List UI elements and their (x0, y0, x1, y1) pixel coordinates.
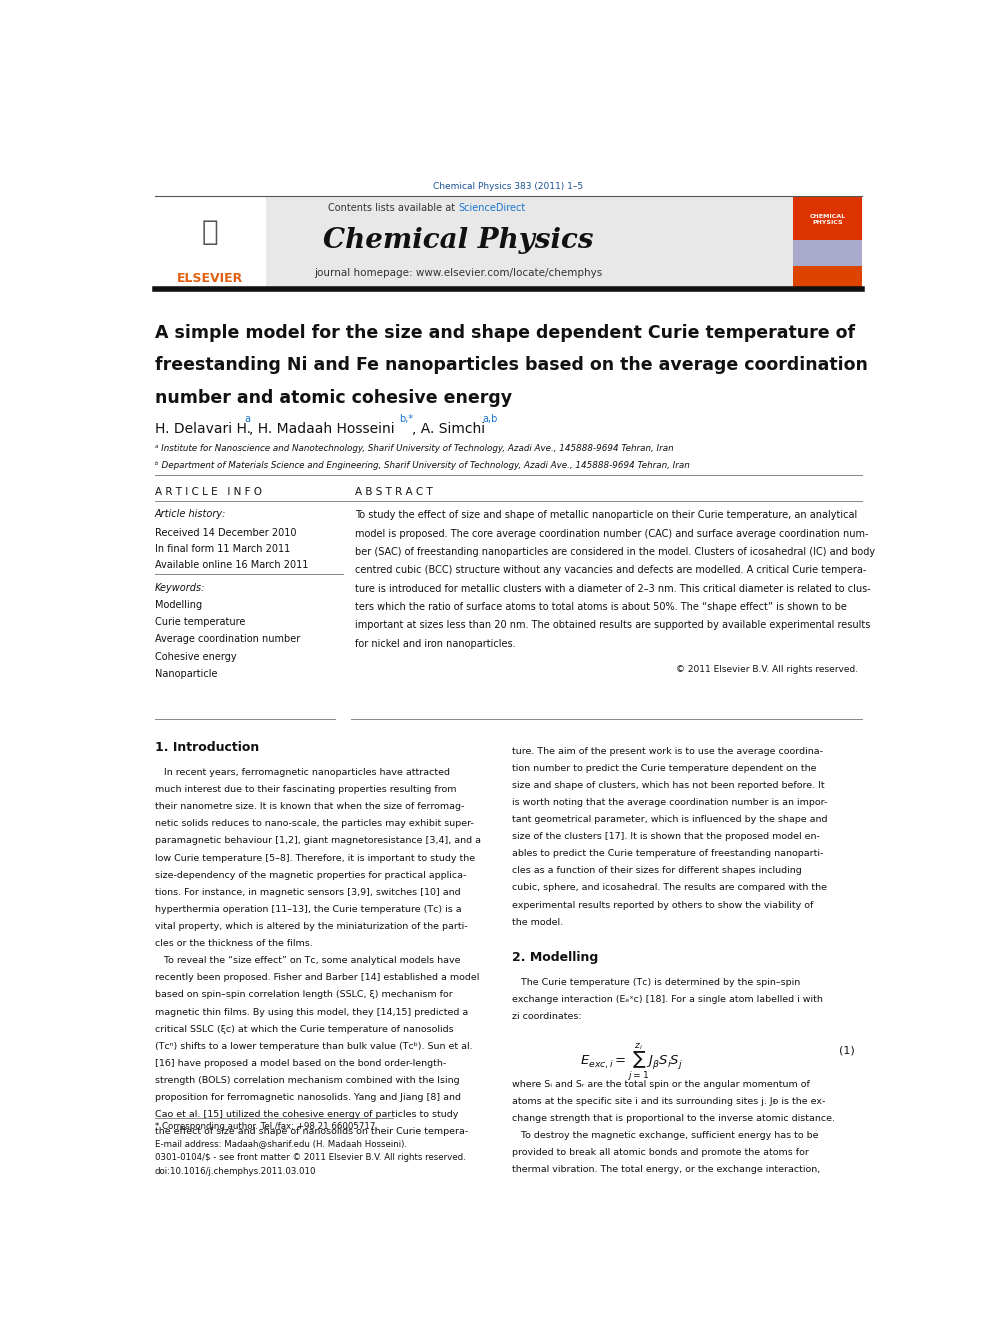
Text: ᵇ Department of Materials Science and Engineering, Sharif University of Technolo: ᵇ Department of Materials Science and En… (155, 462, 689, 470)
Text: ture is introduced for metallic clusters with a diameter of 2–3 nm. This critica: ture is introduced for metallic clusters… (355, 583, 870, 594)
Text: 1. Introduction: 1. Introduction (155, 741, 259, 754)
Text: recently been proposed. Fisher and Barber [14] established a model: recently been proposed. Fisher and Barbe… (155, 974, 479, 982)
Text: cles as a function of their sizes for different shapes including: cles as a function of their sizes for di… (512, 867, 802, 876)
Text: 🌲: 🌲 (201, 218, 218, 246)
Text: provided to break all atomic bonds and promote the atoms for: provided to break all atomic bonds and p… (512, 1148, 809, 1158)
Text: * Corresponding author. Tel./fax: +98 21 66005717.: * Corresponding author. Tel./fax: +98 21… (155, 1122, 378, 1131)
Text: cubic, sphere, and icosahedral. The results are compared with the: cubic, sphere, and icosahedral. The resu… (512, 884, 827, 893)
Text: size and shape of clusters, which has not been reported before. It: size and shape of clusters, which has no… (512, 781, 825, 790)
Text: In recent years, ferromagnetic nanoparticles have attracted: In recent years, ferromagnetic nanoparti… (155, 767, 449, 777)
Text: strength (BOLS) correlation mechanism combined with the Ising: strength (BOLS) correlation mechanism co… (155, 1076, 459, 1085)
Text: ScienceDirect: ScienceDirect (458, 202, 526, 213)
Text: zi coordinates:: zi coordinates: (512, 1012, 582, 1021)
Text: magnetic thin films. By using this model, they [14,15] predicted a: magnetic thin films. By using this model… (155, 1008, 468, 1016)
Text: CHEMICAL
PHYSICS: CHEMICAL PHYSICS (809, 214, 845, 225)
Text: ELSEVIER: ELSEVIER (177, 273, 243, 286)
Text: paramagnetic behaviour [1,2], giant magnetoresistance [3,4], and a: paramagnetic behaviour [1,2], giant magn… (155, 836, 481, 845)
Text: 0301-0104/$ - see front matter © 2011 Elsevier B.V. All rights reserved.: 0301-0104/$ - see front matter © 2011 El… (155, 1154, 465, 1162)
Text: based on spin–spin correlation length (SSLC, ξ) mechanism for: based on spin–spin correlation length (S… (155, 991, 452, 999)
Text: , H. Madaah Hosseini: , H. Madaah Hosseini (249, 422, 394, 435)
Text: the effect of size and shape of nanosolids on their Curie tempera-: the effect of size and shape of nanosoli… (155, 1127, 468, 1136)
Text: critical SSLC (ξc) at which the Curie temperature of nanosolids: critical SSLC (ξc) at which the Curie te… (155, 1025, 453, 1033)
Text: ᵃ Institute for Nanoscience and Nanotechnology, Sharif University of Technology,: ᵃ Institute for Nanoscience and Nanotech… (155, 445, 674, 452)
Text: ters which the ratio of surface atoms to total atoms is about 50%. The “shape ef: ters which the ratio of surface atoms to… (355, 602, 846, 613)
Text: for nickel and iron nanoparticles.: for nickel and iron nanoparticles. (355, 639, 515, 648)
Text: Nanoparticle: Nanoparticle (155, 669, 217, 679)
Text: a,b: a,b (482, 414, 498, 425)
Text: ber (SAC) of freestanding nanoparticles are considered in the model. Clusters of: ber (SAC) of freestanding nanoparticles … (355, 546, 875, 557)
Text: b,*: b,* (399, 414, 414, 425)
Text: To reveal the “size effect” on Tᴄ, some analytical models have: To reveal the “size effect” on Tᴄ, some … (155, 957, 460, 966)
Bar (266, 197, 793, 290)
Text: ture. The aim of the present work is to use the average coordina-: ture. The aim of the present work is to … (512, 746, 823, 755)
Text: the model.: the model. (512, 918, 563, 926)
Text: ables to predict the Curie temperature of freestanding nanoparti-: ables to predict the Curie temperature o… (512, 849, 823, 859)
Text: $E_{exc,i} = \sum_{j=1}^{z_i} J_\beta S_i S_j$: $E_{exc,i} = \sum_{j=1}^{z_i} J_\beta S_… (580, 1041, 682, 1082)
Text: E-mail address: Madaah@sharif.edu (H. Madaah Hosseini).: E-mail address: Madaah@sharif.edu (H. Ma… (155, 1139, 407, 1148)
Text: a: a (244, 414, 250, 425)
Text: tion number to predict the Curie temperature dependent on the: tion number to predict the Curie tempera… (512, 763, 816, 773)
Text: where Sᵢ and Sᵣ are the total spin or the angular momentum of: where Sᵢ and Sᵣ are the total spin or th… (512, 1080, 810, 1089)
Text: Article history:: Article history: (155, 509, 226, 519)
Text: In final form 11 March 2011: In final form 11 March 2011 (155, 544, 290, 554)
Text: Average coordination number: Average coordination number (155, 635, 300, 644)
Text: Cohesive energy: Cohesive energy (155, 652, 236, 662)
Bar (155, 197, 266, 290)
Text: A simple model for the size and shape dependent Curie temperature of: A simple model for the size and shape de… (155, 324, 855, 341)
Text: To destroy the magnetic exchange, sufficient energy has to be: To destroy the magnetic exchange, suffic… (512, 1131, 818, 1140)
Text: © 2011 Elsevier B.V. All rights reserved.: © 2011 Elsevier B.V. All rights reserved… (677, 665, 858, 673)
Bar (793, 197, 862, 241)
Text: change strength that is proportional to the inverse atomic distance.: change strength that is proportional to … (512, 1114, 835, 1123)
Text: The Curie temperature (Tᴄ) is determined by the spin–spin: The Curie temperature (Tᴄ) is determined… (512, 978, 801, 987)
Text: To study the effect of size and shape of metallic nanoparticle on their Curie te: To study the effect of size and shape of… (355, 511, 857, 520)
Text: proposition for ferromagnetic nanosolids. Yang and Jiang [8] and: proposition for ferromagnetic nanosolids… (155, 1093, 460, 1102)
Text: model is proposed. The core average coordination number (CAC) and surface averag: model is proposed. The core average coor… (355, 529, 868, 538)
Text: Keywords:: Keywords: (155, 582, 205, 593)
Text: their nanometre size. It is known that when the size of ferromag-: their nanometre size. It is known that w… (155, 802, 464, 811)
Text: (1): (1) (838, 1045, 854, 1056)
Text: experimental results reported by others to show the viability of: experimental results reported by others … (512, 901, 813, 910)
Text: atoms at the specific site i and its surrounding sites j. Jᴆ is the ex-: atoms at the specific site i and its sur… (512, 1097, 825, 1106)
Text: centred cubic (BCC) structure without any vacancies and defects are modelled. A : centred cubic (BCC) structure without an… (355, 565, 866, 576)
Text: doi:10.1016/j.chemphys.2011.03.010: doi:10.1016/j.chemphys.2011.03.010 (155, 1167, 316, 1176)
Bar (793, 241, 862, 266)
Text: number and atomic cohesive energy: number and atomic cohesive energy (155, 389, 512, 407)
Text: exchange interaction (Eₑˣᴄ) [18]. For a single atom labelled i with: exchange interaction (Eₑˣᴄ) [18]. For a … (512, 995, 823, 1004)
Text: Chemical Physics 383 (2011) 1–5: Chemical Physics 383 (2011) 1–5 (434, 183, 583, 192)
Text: size-dependency of the magnetic properties for practical applica-: size-dependency of the magnetic properti… (155, 871, 466, 880)
Bar (793, 197, 862, 290)
Text: journal homepage: www.elsevier.com/locate/chemphys: journal homepage: www.elsevier.com/locat… (314, 267, 602, 278)
Text: , A. Simchi: , A. Simchi (412, 422, 485, 435)
Text: low Curie temperature [5–8]. Therefore, it is important to study the: low Curie temperature [5–8]. Therefore, … (155, 853, 475, 863)
Text: much interest due to their fascinating properties resulting from: much interest due to their fascinating p… (155, 785, 456, 794)
Text: size of the clusters [17]. It is shown that the proposed model en-: size of the clusters [17]. It is shown t… (512, 832, 820, 841)
Text: freestanding Ni and Fe nanoparticles based on the average coordination: freestanding Ni and Fe nanoparticles bas… (155, 356, 868, 374)
Text: H. Delavari H.: H. Delavari H. (155, 422, 251, 435)
Text: is worth noting that the average coordination number is an impor-: is worth noting that the average coordin… (512, 798, 827, 807)
Text: Available online 16 March 2011: Available online 16 March 2011 (155, 560, 309, 570)
Bar (793, 266, 862, 290)
Text: Cao et al. [15] utilized the cohesive energy of particles to study: Cao et al. [15] utilized the cohesive en… (155, 1110, 458, 1119)
Text: 2. Modelling: 2. Modelling (512, 951, 598, 964)
Text: A B S T R A C T: A B S T R A C T (355, 487, 433, 496)
Text: Contents lists available at: Contents lists available at (328, 202, 458, 213)
Text: Modelling: Modelling (155, 599, 202, 610)
Text: thermal vibration. The total energy, or the exchange interaction,: thermal vibration. The total energy, or … (512, 1166, 820, 1175)
Text: important at sizes less than 20 nm. The obtained results are supported by availa: important at sizes less than 20 nm. The … (355, 620, 870, 630)
Text: cles or the thickness of the films.: cles or the thickness of the films. (155, 939, 312, 949)
Text: (Tᴄⁿ) shifts to a lower temperature than bulk value (Tᴄᵇ). Sun et al.: (Tᴄⁿ) shifts to a lower temperature than… (155, 1041, 472, 1050)
Text: Received 14 December 2010: Received 14 December 2010 (155, 528, 297, 537)
Text: netic solids reduces to nano-scale, the particles may exhibit super-: netic solids reduces to nano-scale, the … (155, 819, 473, 828)
Text: Chemical Physics: Chemical Physics (323, 226, 593, 254)
Text: hyperthermia operation [11–13], the Curie temperature (Tᴄ) is a: hyperthermia operation [11–13], the Curi… (155, 905, 461, 914)
Text: A R T I C L E   I N F O: A R T I C L E I N F O (155, 487, 262, 496)
Text: tant geometrical parameter, which is influenced by the shape and: tant geometrical parameter, which is inf… (512, 815, 827, 824)
Text: tions. For instance, in magnetic sensors [3,9], switches [10] and: tions. For instance, in magnetic sensors… (155, 888, 460, 897)
Text: Curie temperature: Curie temperature (155, 617, 245, 627)
Text: vital property, which is altered by the miniaturization of the parti-: vital property, which is altered by the … (155, 922, 467, 931)
Text: [16] have proposed a model based on the bond order-length-: [16] have proposed a model based on the … (155, 1058, 446, 1068)
